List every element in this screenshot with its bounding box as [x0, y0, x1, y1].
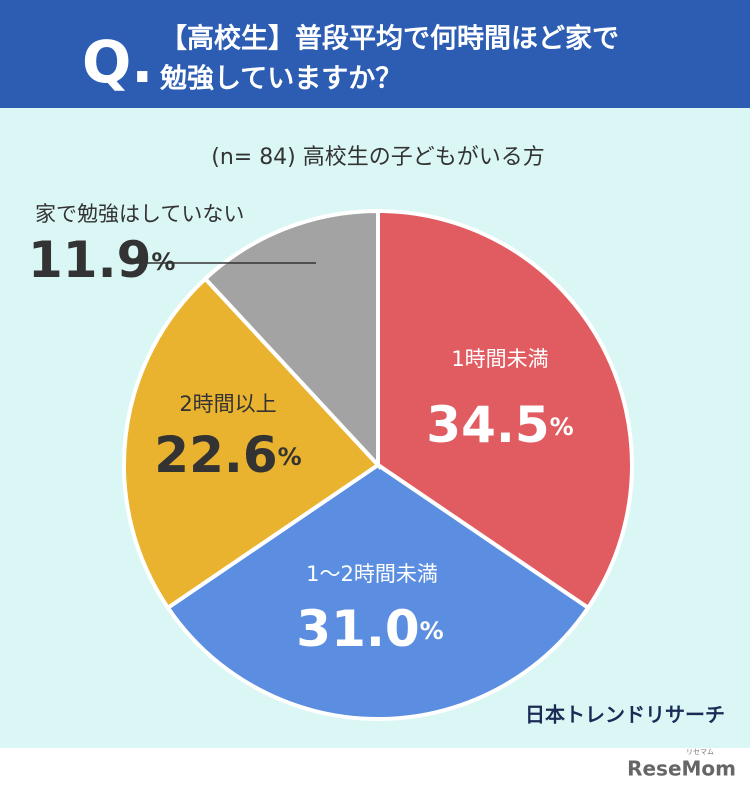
value-unit: %	[550, 413, 574, 441]
value-unit: %	[420, 617, 444, 645]
pie	[122, 208, 634, 721]
logo-kana: リセマム	[686, 748, 714, 756]
question-mark: Q.	[82, 28, 153, 96]
value-label: 22.6%	[154, 426, 301, 484]
header-band	[0, 0, 750, 108]
pie-slice	[165, 462, 591, 721]
source: 日本トレンドリサーチ	[525, 703, 725, 727]
chart-subtitle: (n= 84) 高校生の子どもがいる方	[211, 145, 545, 170]
value-number: 11.9	[28, 231, 151, 289]
value-number: 22.6	[154, 426, 277, 484]
slice-label: 1時間未満	[451, 347, 548, 371]
value-unit: %	[278, 443, 302, 471]
value-number: 31.0	[296, 600, 419, 658]
pie-slice	[202, 208, 380, 471]
value-label: 34.5%	[426, 396, 573, 454]
value-number: 34.5	[426, 396, 549, 454]
slice-label: 家で勉強はしていない	[35, 202, 244, 226]
logo: ReseMom	[627, 757, 736, 781]
question-line: 【高校生】普段平均で何時間ほど家で	[160, 23, 619, 55]
slice-label: 2時間以上	[179, 392, 276, 416]
slice-label: 1～2時間未満	[306, 562, 438, 586]
value-label: 11.9%	[28, 231, 175, 289]
question-line: 勉強していますか？	[159, 64, 402, 95]
pie-slice	[122, 275, 382, 611]
value-unit: %	[151, 248, 175, 276]
value-label: 31.0%	[296, 600, 443, 658]
pie-slice	[376, 208, 634, 611]
